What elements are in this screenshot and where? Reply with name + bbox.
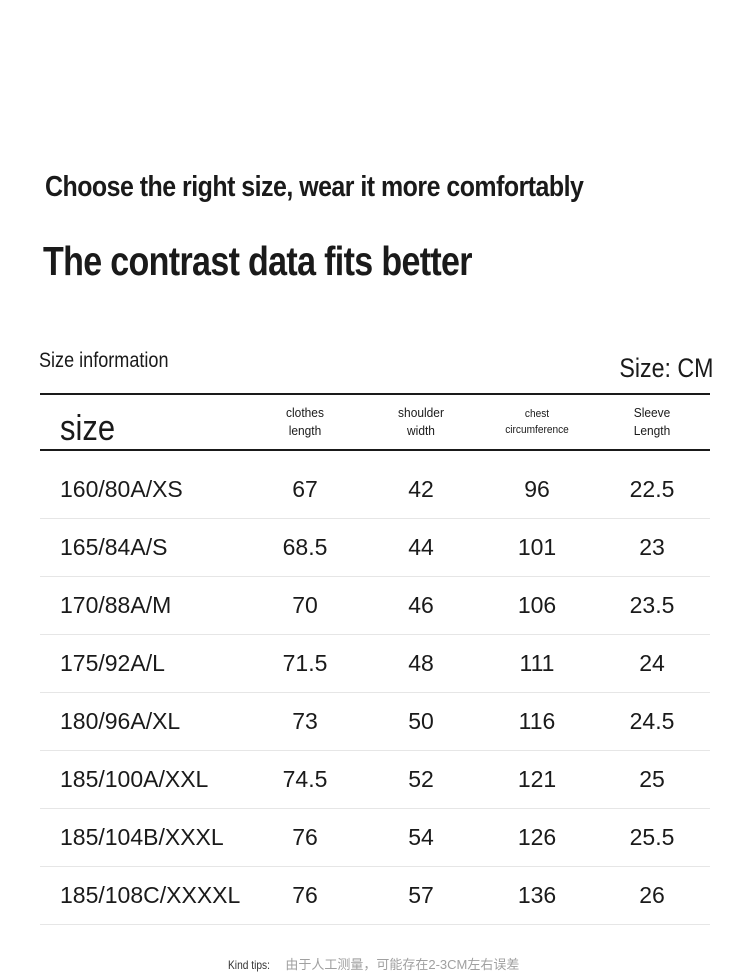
table-row: 180/96A/XL 73 50 116 24.5 bbox=[40, 693, 710, 751]
sleeve-cell: 24 bbox=[639, 650, 665, 676]
size-table-body: 160/80A/XS 67 42 96 22.5 165/84A/S 68.5 … bbox=[40, 461, 710, 925]
headline-primary: Choose the right size, wear it more comf… bbox=[45, 171, 584, 203]
sleeve-cell: 25 bbox=[639, 766, 665, 792]
sleeve-cell: 25.5 bbox=[629, 824, 675, 850]
sleeve-cell: 26 bbox=[639, 882, 665, 908]
table-top-rule bbox=[40, 393, 710, 395]
sleeve-cell: 23 bbox=[639, 534, 665, 560]
shoulder-width-cell: 52 bbox=[408, 766, 434, 792]
chest-cell: 126 bbox=[517, 824, 557, 850]
table-header-rule bbox=[40, 449, 710, 451]
clothes-length-cell: 76 bbox=[292, 824, 318, 850]
size-cell: 185/108C/XXXXL bbox=[60, 882, 241, 908]
unit-label: Size: CM bbox=[619, 353, 714, 383]
size-cell: 185/104B/XXXL bbox=[60, 824, 224, 850]
table-row: 170/88A/M 70 46 106 23.5 bbox=[40, 577, 710, 635]
shoulder-width-cell: 44 bbox=[408, 534, 434, 560]
size-cell: 175/92A/L bbox=[60, 650, 165, 676]
chest-cell: 106 bbox=[517, 592, 557, 618]
shoulder-width-cell: 50 bbox=[408, 708, 434, 734]
chest-cell: 136 bbox=[517, 882, 557, 908]
clothes-length-cell: 68.5 bbox=[282, 534, 328, 560]
table-row: 175/92A/L 71.5 48 111 24 bbox=[40, 635, 710, 693]
table-row: 185/108C/XXXXL 76 57 136 26 bbox=[40, 867, 710, 925]
shoulder-width-cell: 48 bbox=[408, 650, 434, 676]
kind-tips: Kind tips: 由于人工测量，可能存在2-3CM左右误差 bbox=[228, 954, 519, 973]
column-header-line: Sleeve bbox=[633, 405, 671, 420]
chest-cell: 121 bbox=[517, 766, 557, 792]
kind-tips-text: 由于人工测量，可能存在2-3CM左右误差 bbox=[285, 957, 520, 972]
column-header-sleeve-length: Sleeve Length bbox=[597, 404, 707, 440]
sleeve-cell: 24.5 bbox=[629, 708, 675, 734]
column-header-line: clothes bbox=[286, 405, 324, 420]
shoulder-width-cell: 42 bbox=[408, 476, 434, 502]
clothes-length-cell: 71.5 bbox=[282, 650, 328, 676]
size-cell: 165/84A/S bbox=[60, 534, 168, 560]
table-row: 165/84A/S 68.5 44 101 23 bbox=[40, 519, 710, 577]
size-information-label: Size information bbox=[39, 349, 169, 372]
chest-cell: 111 bbox=[519, 650, 555, 676]
column-header-line: width bbox=[407, 423, 435, 438]
column-header-line: length bbox=[288, 423, 322, 438]
shoulder-width-cell: 46 bbox=[408, 592, 434, 618]
column-header-size: size bbox=[60, 407, 116, 448]
column-header-clothes-length: clothes length bbox=[250, 404, 360, 440]
column-header-line: shoulder bbox=[398, 405, 444, 420]
clothes-length-cell: 70 bbox=[292, 592, 318, 618]
table-row: 185/104B/XXXL 76 54 126 25.5 bbox=[40, 809, 710, 867]
sleeve-cell: 22.5 bbox=[629, 476, 675, 502]
column-header-line: chest bbox=[524, 408, 550, 420]
headline-secondary: The contrast data fits better bbox=[43, 238, 473, 284]
column-header-shoulder-width: shoulder width bbox=[366, 404, 476, 440]
chest-cell: 101 bbox=[517, 534, 557, 560]
kind-tips-label: Kind tips: bbox=[228, 958, 270, 972]
table-header-row: size clothes length shoulder width chest… bbox=[40, 395, 710, 449]
clothes-length-cell: 67 bbox=[292, 476, 318, 502]
size-cell: 160/80A/XS bbox=[60, 476, 183, 502]
clothes-length-cell: 73 bbox=[292, 708, 318, 734]
size-cell: 185/100A/XXL bbox=[60, 766, 209, 792]
sleeve-cell: 23.5 bbox=[629, 592, 675, 618]
table-row: 185/100A/XXL 74.5 52 121 25 bbox=[40, 751, 710, 809]
column-header-chest-circumference: chest circumference bbox=[482, 406, 592, 438]
column-header-line: Length bbox=[633, 423, 671, 438]
shoulder-width-cell: 57 bbox=[408, 882, 434, 908]
table-row: 160/80A/XS 67 42 96 22.5 bbox=[40, 461, 710, 519]
column-header-line: circumference bbox=[505, 424, 569, 436]
size-cell: 180/96A/XL bbox=[60, 708, 181, 734]
shoulder-width-cell: 54 bbox=[408, 824, 434, 850]
size-cell: 170/88A/M bbox=[60, 592, 172, 618]
clothes-length-cell: 74.5 bbox=[282, 766, 328, 792]
chest-cell: 116 bbox=[518, 708, 556, 734]
chest-cell: 96 bbox=[524, 476, 550, 502]
clothes-length-cell: 76 bbox=[292, 882, 318, 908]
